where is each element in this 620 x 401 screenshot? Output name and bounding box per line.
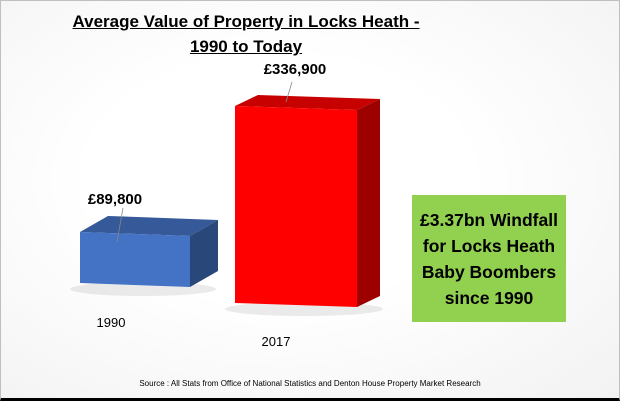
data-label-2017: £336,900 xyxy=(264,61,327,78)
bar-2017 xyxy=(235,106,357,307)
data-label-leader xyxy=(116,207,124,243)
bar-1990 xyxy=(80,231,190,287)
x-tick-label-2017: 2017 xyxy=(262,334,291,349)
bar-side-2017 xyxy=(357,99,380,307)
callout-line: Baby Boombers xyxy=(421,261,557,282)
windfall-callout: £3.37bn Windfall for Locks Heath Baby Bo… xyxy=(412,195,566,322)
bar-side-1990 xyxy=(190,219,218,287)
bar-top-1990 xyxy=(80,215,218,236)
callout-line: £3.37bn Windfall xyxy=(420,209,558,230)
callout-line: for Locks Heath xyxy=(422,235,556,256)
chart-title-line-1: Average Value of Property in Locks Heath… xyxy=(72,12,420,31)
data-label-1990: £89,800 xyxy=(88,191,142,208)
x-tick-label-1990: 1990 xyxy=(97,315,126,330)
callout-line: since 1990 xyxy=(444,287,534,308)
bar-top-2017 xyxy=(235,95,380,110)
data-label-leader xyxy=(285,81,293,103)
source-note: Source : All Stats from Office of Nation… xyxy=(139,379,481,388)
chart-title-line-2: 1990 to Today xyxy=(189,37,303,56)
